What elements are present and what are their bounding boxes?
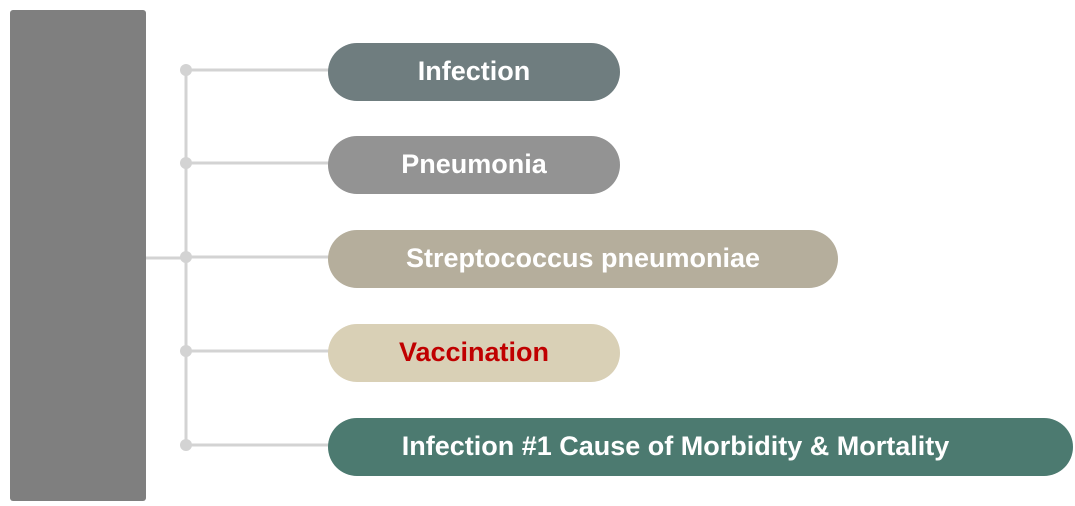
node-label: Infection #1 Cause of Morbidity & Mortal…	[402, 431, 950, 461]
node-label: Infection	[418, 56, 531, 86]
branch-dot	[180, 64, 192, 76]
node-label: Streptococcus pneumoniae	[406, 243, 760, 273]
node-pill	[328, 43, 620, 101]
node-pill	[328, 324, 620, 382]
branch-dot	[180, 157, 192, 169]
rows: Infection Pneumonia Streptococcus pneumoni…	[180, 43, 1073, 476]
branch-dot	[180, 439, 192, 451]
node-label: Pneumonia	[401, 149, 548, 179]
branch-dot	[180, 345, 192, 357]
node-pill	[328, 136, 620, 194]
node-label: Vaccination	[399, 337, 549, 367]
side-bar	[10, 10, 146, 501]
node-pill	[328, 418, 1073, 476]
node-pill	[328, 230, 838, 288]
branch-dot	[180, 251, 192, 263]
